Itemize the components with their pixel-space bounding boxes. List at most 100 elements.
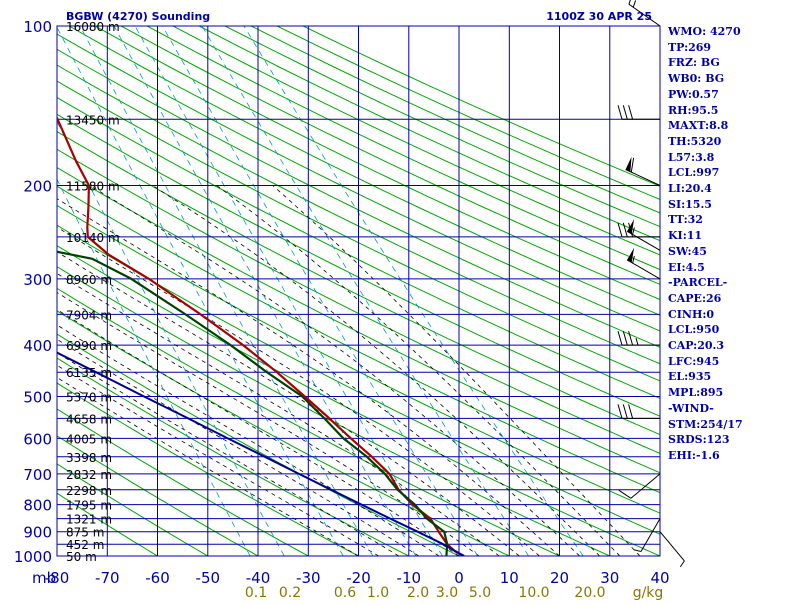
index-item: LFC:945 (668, 354, 720, 368)
pressure-tick-label: 200 (23, 178, 52, 196)
valid-time: 1100Z 30 APR 25 (546, 10, 652, 23)
height-label: 452 m (66, 538, 104, 552)
pressure-tick-label: 900 (23, 524, 52, 542)
temperature-tick-label: -60 (145, 569, 170, 587)
index-item: EL:935 (668, 370, 712, 384)
height-label: 10140 m (66, 231, 120, 245)
pressure-tick-label: 1000 (14, 548, 52, 566)
height-label: 3398 m (66, 451, 112, 465)
index-item: LCL:950 (668, 323, 720, 337)
wind-barb-staff (625, 169, 661, 186)
moist-adiabat-line (57, 198, 560, 556)
indices-panel: WMO: 4270 TP:269 FRZ: BG WB0: BG PW:0.57 RH:9… (668, 24, 800, 464)
temperature-tick-label: -20 (346, 569, 371, 587)
wind-barb-full (617, 222, 623, 238)
temperature-tick-label: -30 (296, 569, 321, 587)
wind-barb-full (622, 105, 628, 120)
mixing-ratio-label: 20.0 (574, 585, 605, 600)
wind-barb-full (628, 404, 634, 419)
height-label: 6990 m (66, 339, 112, 353)
wind-barb-staff (630, 473, 661, 499)
wind-barb-half (679, 560, 685, 568)
moist-adiabat-line (216, 185, 621, 556)
moist-adiabat-line (57, 309, 460, 556)
series-dewpoint-line (57, 250, 449, 556)
pressure-tick-label: 700 (23, 466, 52, 484)
index-item: WB0: BG (668, 72, 725, 86)
index-item: RH:95.5 (668, 103, 719, 117)
index-item: EI:4.5 (668, 260, 705, 274)
index-item: TH:5320 (668, 134, 722, 148)
index-item: EHI:-1.6 (668, 448, 720, 462)
mixing-ratio-label: 0.2 (279, 585, 301, 600)
pressure-unit-label: mb (32, 569, 56, 587)
height-label: 4005 m (66, 432, 112, 446)
wind-barb-full (622, 404, 628, 419)
wind-barb-full (617, 404, 623, 419)
wind-barb-half (635, 337, 639, 346)
wind-barb-full (630, 157, 635, 173)
height-label: 875 m (66, 526, 104, 540)
wind-barb (618, 473, 661, 499)
pressure-tick-label: 100 (23, 18, 52, 36)
index-item: LI:20.4 (668, 182, 712, 196)
wind-barb-full (628, 105, 634, 120)
index-item: CAPE:26 (668, 291, 722, 305)
index-item: L57:3.8 (668, 150, 715, 164)
dry-adiabat-line (57, 204, 660, 514)
plot-frame (56, 25, 661, 557)
index-item: PW:0.57 (668, 87, 719, 101)
index-item: FRZ: BG (668, 56, 720, 70)
moist-adiabat-line (57, 352, 399, 556)
height-label: 4658 m (66, 412, 112, 426)
height-label: 2832 m (66, 468, 112, 482)
wind-barb-half (633, 549, 642, 552)
moist-adiabat-line (57, 376, 359, 556)
temperature-tick-label: 10 (500, 569, 519, 587)
wind-barb-half (632, 0, 637, 8)
series-parcel-line (57, 351, 465, 556)
height-label: 6135 m (66, 366, 112, 380)
wind-barb (659, 531, 685, 568)
wind-barb (617, 404, 660, 419)
mixing-ratio-label: 2.0 (407, 585, 429, 600)
mixing-ratio-unit: g/kg (633, 585, 664, 600)
wind-barb-staff (659, 531, 685, 562)
wind-barb (626, 247, 661, 280)
temperature-tick-label: 30 (600, 569, 619, 587)
height-label: 1321 m (66, 513, 112, 527)
chart-title: BGBW (4270) Sounding (66, 10, 210, 23)
wind-barb-full (628, 0, 631, 5)
moist-adiabat-line (57, 226, 540, 556)
mixing-ratio-label: 5.0 (469, 585, 491, 600)
wind-barb-full (617, 105, 623, 120)
index-item: SW:45 (668, 244, 707, 258)
wind-barb-staff (640, 518, 661, 552)
height-label: 50 m (66, 550, 97, 564)
wind-barb-flag (627, 219, 635, 234)
index-item: WMO: 4270 (668, 25, 741, 38)
wind-barb-half (632, 255, 635, 264)
wind-barb-full (622, 222, 628, 238)
series-temperature-line (57, 115, 465, 556)
wind-barb (617, 105, 660, 120)
height-label: 8960 m (66, 273, 112, 287)
height-label: 7904 m (66, 308, 112, 322)
wind-barb (617, 222, 660, 238)
mixing-ratio-line (201, 26, 529, 556)
temperature-tick-label: -50 (196, 569, 221, 587)
wind-barb (626, 219, 661, 251)
index-item: SI:15.5 (668, 197, 712, 211)
height-label: 11580 m (66, 180, 120, 194)
index-item: STM:254/17 (668, 417, 743, 431)
temperature-tick-label: -40 (246, 569, 271, 587)
index-item: KI:11 (668, 229, 703, 243)
index-item: CINH:0 (668, 307, 715, 321)
wind-barb (633, 518, 661, 552)
mixing-ratio-line (162, 26, 479, 556)
wind-barb-full (622, 330, 628, 346)
index-item: CAP:20.3 (668, 339, 725, 353)
index-item: TT:32 (668, 213, 703, 227)
